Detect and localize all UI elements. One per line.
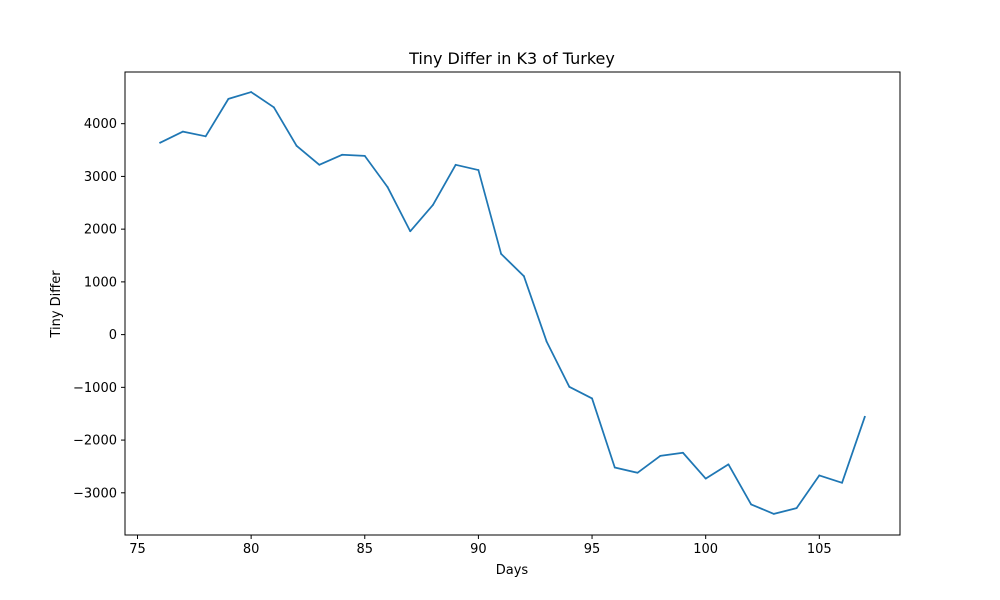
x-tick-label: 80 (243, 542, 260, 557)
data-point (159, 141, 162, 144)
data-point (863, 415, 866, 418)
x-tick-label: 85 (356, 542, 373, 557)
data-point (795, 507, 798, 510)
y-tick-label: 2000 (84, 223, 117, 238)
data-point (318, 163, 321, 166)
data-point (250, 91, 253, 93)
data-point (636, 471, 639, 474)
data-point (818, 474, 821, 477)
data-point (591, 397, 593, 400)
plot-area (159, 91, 866, 515)
data-point (477, 169, 480, 171)
y-axis: −3000 −2000 −1000 0 1000 2000 3000 4000 (73, 117, 125, 501)
data-point (772, 513, 775, 515)
data-point (409, 230, 412, 233)
y-tick-label: 0 (109, 328, 117, 343)
data-point (341, 153, 343, 156)
y-tick-label: −2000 (73, 434, 117, 449)
data-point (454, 163, 457, 166)
data-point (386, 186, 389, 188)
y-tick-label: 1000 (84, 275, 117, 290)
y-tick-label: 3000 (84, 170, 117, 185)
data-point (704, 477, 707, 480)
data-point (182, 130, 184, 133)
data-point (522, 275, 525, 277)
data-point (750, 503, 753, 506)
plot-frame (124, 71, 901, 536)
data-point (568, 385, 571, 388)
x-tick-label: 105 (807, 542, 832, 557)
y-tick-label: −3000 (73, 486, 117, 501)
data-point (682, 451, 684, 454)
x-tick-label: 90 (470, 542, 487, 557)
x-tick-label: 95 (584, 542, 601, 557)
y-tick-label: −1000 (73, 381, 117, 396)
data-point (227, 97, 230, 100)
y-axis-label: Tiny Differ (49, 270, 64, 339)
data-point (204, 135, 207, 138)
data-point (295, 144, 298, 147)
x-axis: 75 80 85 90 95 100 105 (129, 535, 832, 557)
data-point (432, 203, 434, 206)
x-axis-label: Days (496, 563, 529, 578)
x-tick-label: 75 (129, 542, 146, 557)
chart-title: Tiny Differ in K3 of Turkey (408, 49, 615, 68)
data-point (841, 481, 843, 484)
data-point (659, 455, 662, 457)
y-tick-label: 4000 (84, 117, 117, 132)
data-point (545, 340, 548, 343)
data-point (272, 106, 275, 109)
series-line-0 (159, 91, 866, 515)
data-point (363, 154, 366, 157)
data-point (500, 253, 503, 255)
data-point (613, 466, 616, 469)
data-point (727, 463, 730, 466)
x-tick-label: 100 (693, 542, 718, 557)
